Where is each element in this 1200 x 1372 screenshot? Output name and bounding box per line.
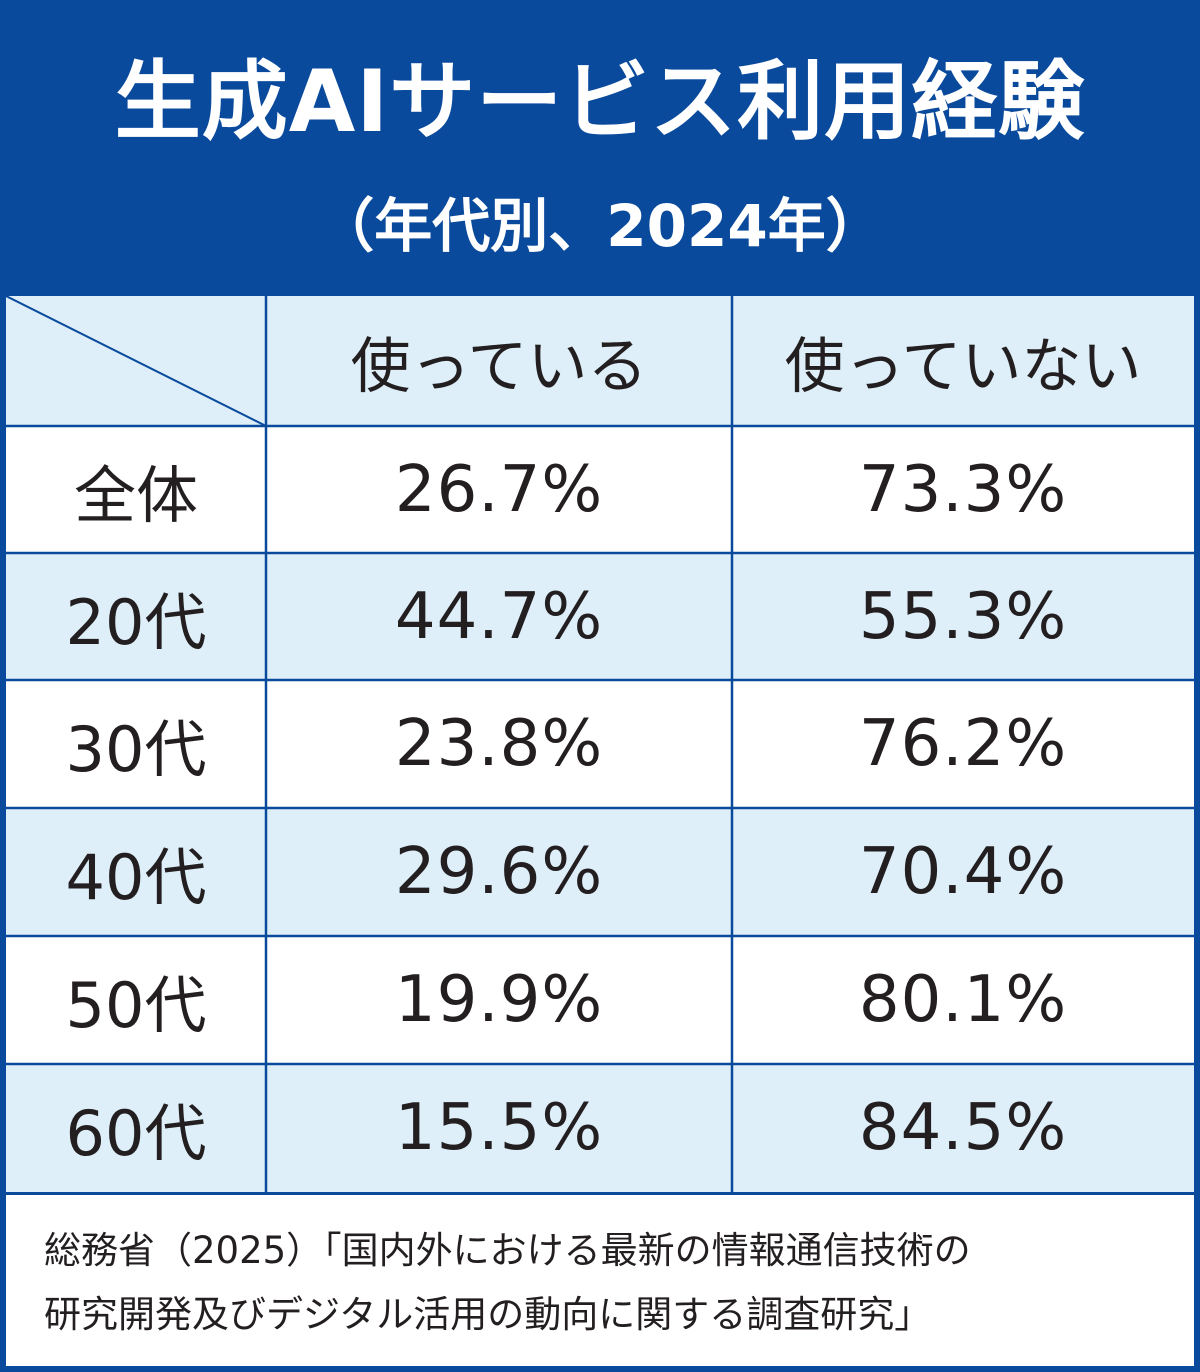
value-using: 26.7% — [394, 452, 604, 527]
title-banner: 生成AIサービス利用経験 （年代別、2024年） — [6, 6, 1194, 296]
value-using: 15.5% — [394, 1091, 604, 1165]
value-using: 29.6% — [394, 835, 604, 909]
value-using: 19.9% — [394, 963, 604, 1037]
value-using: 44.7% — [394, 579, 604, 654]
source-line-1: 総務省（2025）「国内外における最新の情報通信技術の — [44, 1229, 971, 1272]
table-row: 40代 29.6% 70.4% — [6, 808, 1194, 936]
row-label: 20代 — [65, 585, 207, 659]
table-header-row: 使っている 使っていない — [6, 296, 1194, 426]
row-stripe — [6, 296, 1194, 426]
value-not-using: 70.4% — [858, 835, 1068, 909]
source-line-2: 研究開発及びデジタル活用の動向に関する調査研究」 — [44, 1293, 932, 1336]
chart-title: 生成AIサービス利用経験 — [114, 52, 1086, 152]
value-not-using: 55.3% — [858, 579, 1068, 654]
data-table: 使っている 使っていない 全体 26.7% 73.3% 20代 44.7% 55… — [6, 296, 1194, 1192]
table-row: 20代 44.7% 55.3% — [6, 553, 1194, 680]
row-stripe — [6, 553, 1194, 680]
row-stripe — [6, 808, 1194, 936]
value-not-using: 80.1% — [858, 963, 1068, 1037]
row-label: 50代 — [65, 969, 207, 1042]
value-not-using: 84.5% — [858, 1091, 1068, 1165]
value-not-using: 76.2% — [858, 707, 1068, 781]
column-header-not-using: 使っていない — [784, 331, 1142, 402]
corner-diagonal — [6, 296, 267, 427]
column-header-using: 使っている — [350, 331, 648, 402]
table-row: 60代 15.5% 84.5% — [6, 1064, 1194, 1192]
row-stripe — [6, 1064, 1194, 1192]
table-row: 全体 26.7% 73.3% — [6, 426, 1194, 553]
row-label: 全体 — [73, 458, 198, 532]
row-label: 40代 — [65, 841, 207, 914]
source-note: 総務省（2025）「国内外における最新の情報通信技術の 研究開発及びデジタル活用… — [6, 1192, 1194, 1372]
table-row: 30代 23.8% 76.2% — [6, 680, 1194, 808]
chart-subtitle: （年代別、2024年） — [316, 192, 884, 260]
table-grid — [6, 296, 1194, 1192]
value-using: 23.8% — [394, 707, 604, 781]
row-label: 60代 — [65, 1097, 207, 1170]
row-label: 30代 — [65, 713, 207, 786]
table-row: 50代 19.9% 80.1% — [6, 936, 1194, 1064]
value-not-using: 73.3% — [858, 452, 1068, 527]
